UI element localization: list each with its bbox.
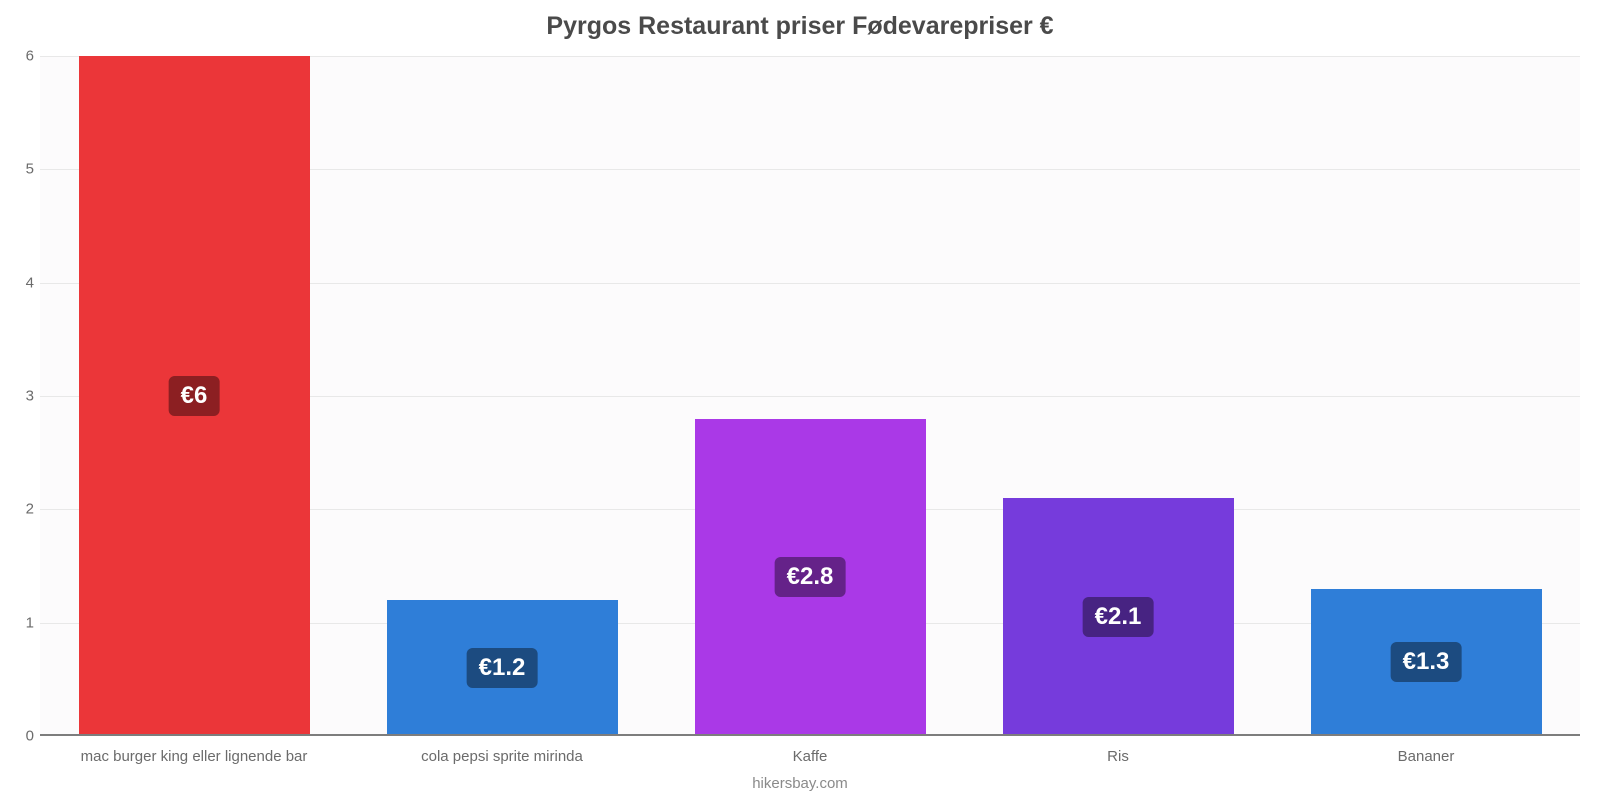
bar-value-label: €2.8 [775, 557, 846, 597]
x-axis-baseline [40, 734, 1580, 736]
bar-value-label: €1.3 [1391, 642, 1462, 682]
y-tick-label: 1 [4, 614, 34, 631]
bar: €1.2 [387, 600, 618, 736]
y-tick-label: 0 [4, 728, 34, 745]
bar: €2.8 [695, 419, 926, 736]
bar-slot: €6mac burger king eller lignende bar [40, 56, 348, 736]
bar: €1.3 [1311, 589, 1542, 736]
y-tick-label: 5 [4, 161, 34, 178]
y-tick-label: 2 [4, 501, 34, 518]
y-tick-label: 6 [4, 48, 34, 65]
x-category-label: Bananer [1398, 736, 1455, 765]
bar-slot: €2.8Kaffe [656, 56, 964, 736]
bar-value-label: €2.1 [1083, 597, 1154, 637]
x-category-label: cola pepsi sprite mirinda [421, 736, 583, 765]
chart-title: Pyrgos Restaurant priser Fødevarepriser … [0, 0, 1600, 41]
bar-value-label: €6 [169, 376, 220, 416]
x-category-label: Ris [1107, 736, 1129, 765]
y-tick-label: 4 [4, 274, 34, 291]
bar-value-label: €1.2 [467, 648, 538, 688]
x-category-label: Kaffe [793, 736, 828, 765]
bar-slot: €1.3Bananer [1272, 56, 1580, 736]
bar: €2.1 [1003, 498, 1234, 736]
y-tick-label: 3 [4, 388, 34, 405]
bar-slot: €2.1Ris [964, 56, 1272, 736]
chart-footer: hikersbay.com [0, 775, 1600, 792]
plot-area: 0123456 €6mac burger king eller lignende… [40, 56, 1580, 736]
bar: €6 [79, 56, 310, 736]
bar-slot: €1.2cola pepsi sprite mirinda [348, 56, 656, 736]
x-category-label: mac burger king eller lignende bar [81, 736, 308, 765]
bars-container: €6mac burger king eller lignende bar€1.2… [40, 56, 1580, 736]
price-bar-chart: Pyrgos Restaurant priser Fødevarepriser … [0, 0, 1600, 800]
